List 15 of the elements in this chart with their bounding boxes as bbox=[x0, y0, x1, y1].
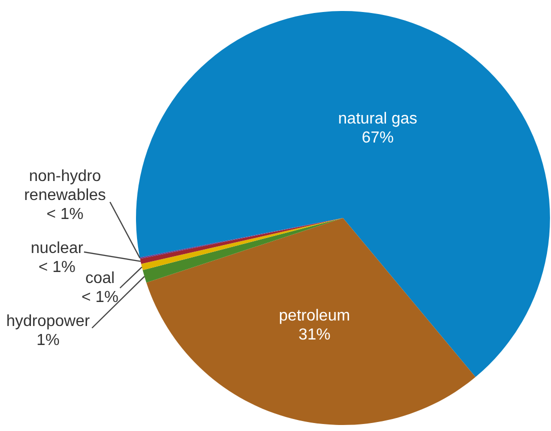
data-label: < 1% bbox=[82, 289, 118, 306]
slice-label: coal bbox=[85, 270, 115, 287]
slice-label: non-hydro renewables bbox=[24, 168, 106, 204]
pie-slice bbox=[142, 218, 343, 283]
slice-label: natural gas bbox=[338, 110, 418, 128]
slice-label: hydropower bbox=[6, 313, 90, 330]
data-label: 67% bbox=[362, 129, 394, 146]
data-label: < 1% bbox=[38, 259, 76, 276]
pie-slice bbox=[136, 11, 550, 378]
slice-label: petroleum bbox=[278, 307, 350, 324]
data-label: 31% bbox=[298, 326, 330, 344]
pie-slice bbox=[146, 218, 476, 425]
slice-label: nuclear bbox=[30, 240, 84, 257]
data-label: 1% bbox=[36, 332, 60, 349]
data-label: < 1% bbox=[46, 206, 84, 223]
